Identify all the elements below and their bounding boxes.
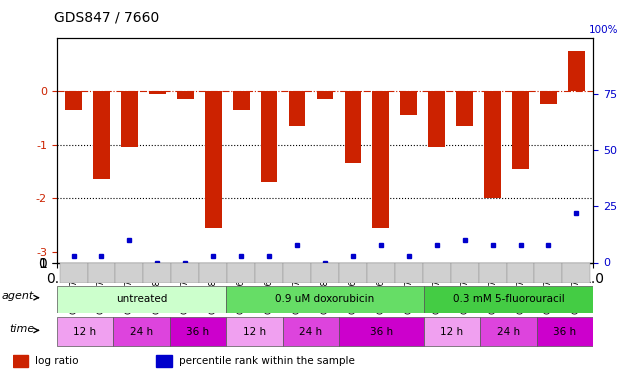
- Text: 100%: 100%: [589, 25, 618, 35]
- FancyBboxPatch shape: [424, 318, 480, 346]
- Text: 0.3 mM 5-fluorouracil: 0.3 mM 5-fluorouracil: [452, 294, 564, 304]
- Bar: [401, 91, 417, 115]
- Text: agent: agent: [2, 291, 34, 301]
- Bar: [534, 262, 562, 283]
- FancyBboxPatch shape: [537, 318, 593, 346]
- FancyBboxPatch shape: [424, 286, 593, 313]
- Text: 36 h: 36 h: [186, 327, 209, 337]
- FancyBboxPatch shape: [57, 318, 113, 346]
- Bar: [372, 91, 389, 228]
- Bar: [428, 91, 445, 147]
- Text: 36 h: 36 h: [370, 327, 393, 337]
- Bar: [568, 51, 585, 91]
- Bar: [59, 262, 88, 283]
- Bar: [88, 262, 115, 283]
- Bar: [172, 262, 199, 283]
- FancyBboxPatch shape: [226, 286, 424, 313]
- Bar: [562, 262, 591, 283]
- Bar: [65, 91, 82, 110]
- FancyBboxPatch shape: [226, 318, 283, 346]
- Bar: [345, 91, 362, 164]
- Bar: [233, 91, 249, 110]
- Bar: [484, 91, 501, 198]
- Bar: [288, 91, 305, 126]
- Bar: [451, 262, 478, 283]
- Bar: [317, 91, 333, 99]
- Text: 24 h: 24 h: [299, 327, 322, 337]
- Text: 12 h: 12 h: [243, 327, 266, 337]
- Bar: [115, 262, 143, 283]
- Bar: [227, 262, 255, 283]
- Text: time: time: [9, 324, 34, 334]
- Text: 36 h: 36 h: [553, 327, 577, 337]
- Text: 24 h: 24 h: [130, 327, 153, 337]
- Bar: [367, 262, 395, 283]
- Bar: [149, 91, 166, 94]
- FancyBboxPatch shape: [57, 286, 226, 313]
- FancyBboxPatch shape: [170, 318, 226, 346]
- Bar: [478, 262, 507, 283]
- Bar: [456, 91, 473, 126]
- Bar: [205, 91, 221, 228]
- Text: 12 h: 12 h: [440, 327, 464, 337]
- Bar: [156, 355, 172, 368]
- Text: log ratio: log ratio: [35, 356, 79, 366]
- Bar: [143, 262, 172, 283]
- Text: GDS847 / 7660: GDS847 / 7660: [54, 10, 159, 24]
- FancyBboxPatch shape: [339, 318, 424, 346]
- Bar: [311, 262, 339, 283]
- Text: 12 h: 12 h: [73, 327, 97, 337]
- Text: untreated: untreated: [116, 294, 167, 304]
- Bar: [93, 91, 110, 180]
- Bar: [395, 262, 423, 283]
- Text: 24 h: 24 h: [497, 327, 520, 337]
- Text: 0.9 uM doxorubicin: 0.9 uM doxorubicin: [275, 294, 375, 304]
- Bar: [199, 262, 227, 283]
- Text: percentile rank within the sample: percentile rank within the sample: [179, 356, 355, 366]
- Bar: [512, 91, 529, 169]
- Bar: [507, 262, 534, 283]
- Bar: [423, 262, 451, 283]
- Bar: [177, 91, 194, 99]
- FancyBboxPatch shape: [480, 318, 537, 346]
- Bar: [121, 91, 138, 147]
- Bar: [261, 91, 278, 182]
- Bar: [255, 262, 283, 283]
- FancyBboxPatch shape: [283, 318, 339, 346]
- Bar: [540, 91, 557, 105]
- Bar: [339, 262, 367, 283]
- Bar: [13, 355, 28, 368]
- FancyBboxPatch shape: [113, 318, 170, 346]
- Bar: [283, 262, 311, 283]
